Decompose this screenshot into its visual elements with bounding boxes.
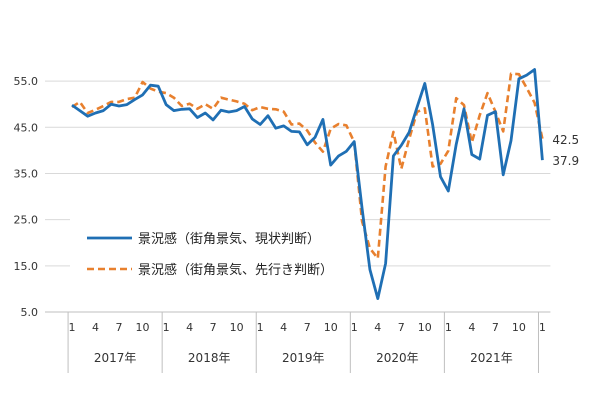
end-value-label: 42.5 <box>552 133 579 147</box>
series-line-outlook <box>71 72 544 260</box>
x-tick-label: 10 <box>136 321 150 334</box>
year-label: 2017年 <box>94 351 137 365</box>
x-tick-label: 10 <box>324 321 338 334</box>
y-tick-label: 5.0 <box>21 306 39 319</box>
y-tick-label: 45.0 <box>14 121 39 134</box>
x-tick-label: 4 <box>374 321 381 334</box>
x-tick-label: 7 <box>492 321 499 334</box>
legend-box <box>70 214 360 288</box>
x-tick-label: 4 <box>468 321 475 334</box>
y-tick-label: 35.0 <box>14 167 39 180</box>
y-tick-label: 15.0 <box>14 260 39 273</box>
legend-label: 景況感（街角景気、先行き判断） <box>138 262 333 278</box>
x-tick-label: 7 <box>398 321 405 334</box>
x-tick-label: 10 <box>512 321 526 334</box>
x-tick-label: 4 <box>92 321 99 334</box>
x-tick-label: 10 <box>230 321 244 334</box>
end-labels: 37.9 42.5 <box>552 133 579 168</box>
x-tick-label: 1 <box>69 321 76 334</box>
x-tick-label: 7 <box>304 321 311 334</box>
x-tick-label: 1 <box>163 321 170 334</box>
x-tick-label: 1 <box>445 321 452 334</box>
x-tick-label: 1 <box>351 321 358 334</box>
y-tick-label: 55.0 <box>14 75 39 88</box>
x-tick-label: 7 <box>116 321 123 334</box>
x-tick-label: 4 <box>280 321 287 334</box>
x-axis: 1 4 7 10 1 4 7 10 1 4 7 10 1 4 7 10 1 4 7 10 1 2017年 2018年 2019… <box>45 311 551 373</box>
legend-label: 景況感（街角景気、現状判断） <box>138 231 320 247</box>
x-tick-label: 1 <box>539 321 546 334</box>
x-tick-label: 7 <box>210 321 217 334</box>
year-label: 2018年 <box>188 351 231 365</box>
series-line-current <box>71 68 544 301</box>
year-label: 2020年 <box>376 351 419 365</box>
end-value-label: 37.9 <box>552 154 579 168</box>
year-label: 2021年 <box>470 351 513 365</box>
legend: 景況感（街角景気、現状判断） 景況感（街角景気、先行き判断） <box>70 214 360 288</box>
x-tick-label: 10 <box>418 321 432 334</box>
x-tick-label: 4 <box>186 321 193 334</box>
x-tick-label: 1 <box>257 321 264 334</box>
y-axis-tick-labels: 5.0 15.0 25.0 35.0 45.0 55.0 <box>14 75 39 319</box>
y-tick-label: 25.0 <box>14 214 39 227</box>
series-lines <box>71 68 544 301</box>
year-label: 2019年 <box>282 351 325 365</box>
